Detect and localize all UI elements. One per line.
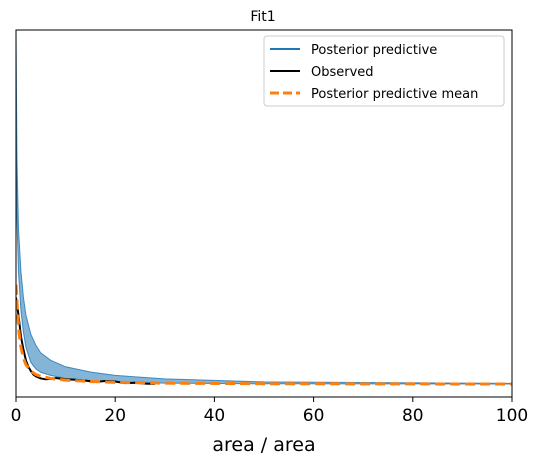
legend-frame — [263, 35, 505, 107]
legend: Posterior predictive Observed Posterior pr… — [263, 35, 505, 107]
x-axis: 0 20 40 60 80 100 — [11, 397, 528, 426]
x-tick-label: 80 — [402, 406, 424, 426]
plot-area — [16, 30, 512, 386]
series-posterior-predictive-band — [16, 30, 512, 385]
x-tick-label: 100 — [496, 406, 528, 426]
series-posterior-predictive-mean-line — [16, 284, 512, 386]
legend-label: Posterior predictive mean — [311, 87, 478, 102]
x-tick-label: 60 — [303, 406, 325, 426]
legend-label: Observed — [311, 65, 374, 80]
x-tick-label: 40 — [204, 406, 226, 426]
x-tick-label: 0 — [11, 406, 22, 426]
x-tick-label: 20 — [104, 406, 126, 426]
chart-title: Fit1 — [250, 9, 275, 25]
legend-label: Posterior predictive — [311, 43, 437, 58]
plot-frame — [15, 29, 513, 398]
x-axis-label: area / area — [212, 434, 315, 456]
